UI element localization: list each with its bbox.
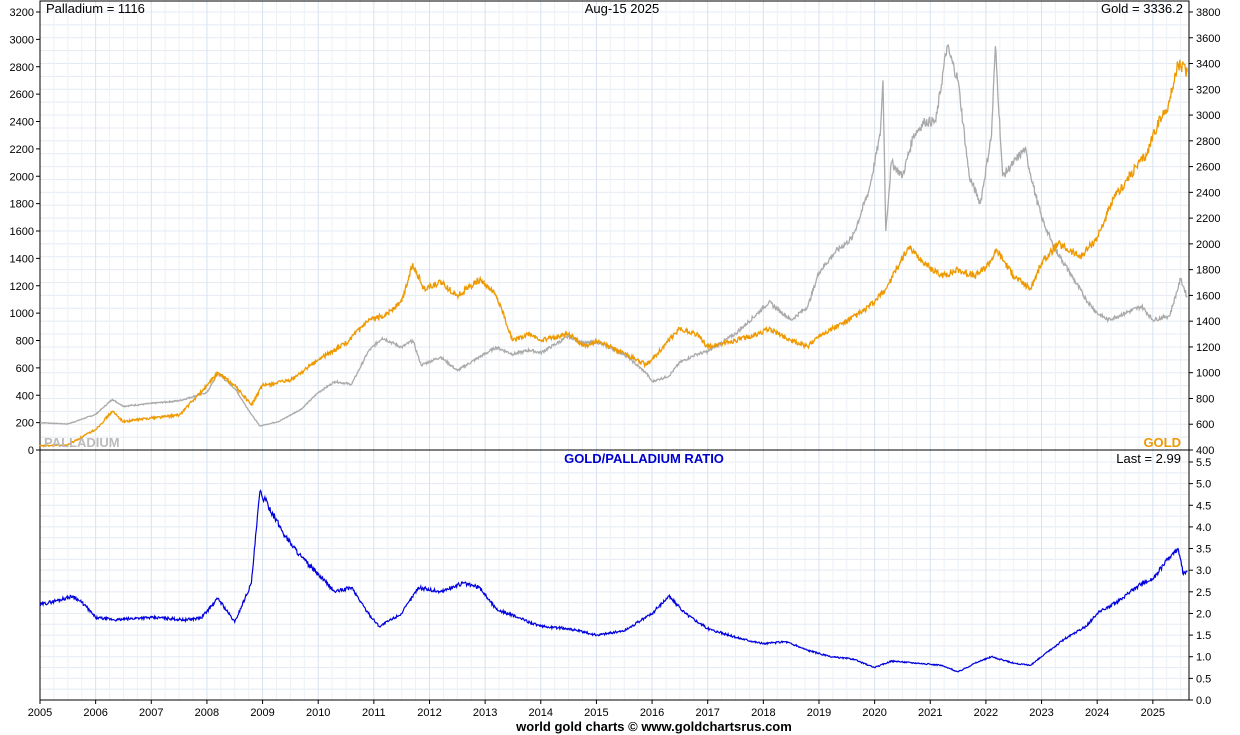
tick-label: 2016 bbox=[640, 707, 664, 719]
series-line-gold bbox=[39, 59, 1188, 448]
bottom-panel-grid bbox=[39, 450, 1189, 701]
tick-label: 5.0 bbox=[1196, 479, 1211, 491]
gold-axis: 400 600 800 1000 1200 1400 1600 1800 2000 2200 240… bbox=[1189, 7, 1220, 457]
tick-label: 2.5 bbox=[1196, 587, 1211, 599]
tick-label: 2200 bbox=[10, 144, 34, 156]
tick-label: 2021 bbox=[918, 707, 942, 719]
tick-label: 4.5 bbox=[1196, 500, 1211, 512]
tick-label: 2011 bbox=[362, 707, 386, 719]
tick-label: 3800 bbox=[1196, 7, 1220, 19]
tick-label: 3400 bbox=[1196, 59, 1220, 71]
tick-label: 2006 bbox=[83, 707, 107, 719]
tick-label: 600 bbox=[16, 363, 34, 375]
tick-label: 400 bbox=[1196, 445, 1214, 457]
tick-label: 1800 bbox=[1196, 265, 1220, 277]
tick-label: 2000 bbox=[10, 171, 34, 183]
tick-label: 2023 bbox=[1029, 707, 1053, 719]
tick-label: 2019 bbox=[807, 707, 831, 719]
tick-label: 2024 bbox=[1085, 707, 1109, 719]
tick-label: 3.0 bbox=[1196, 565, 1211, 577]
ratio-chart-title: GOLD/PALLADIUM RATIO bbox=[564, 451, 724, 466]
footer-credit: world gold charts © www.goldchartsrus.co… bbox=[515, 719, 792, 734]
series-line-ratio bbox=[39, 489, 1188, 673]
year-axis: 2005 2006 2007 2008 2009 2010 2011 2012 2013 2014… bbox=[28, 700, 1165, 719]
chart-date: Aug-15 2025 bbox=[585, 1, 659, 16]
bottom-panel-frame bbox=[39, 449, 1190, 701]
tick-label: 3000 bbox=[1196, 110, 1220, 122]
tick-label: 2600 bbox=[10, 89, 34, 101]
tick-label: 2600 bbox=[1196, 162, 1220, 174]
tick-label: 5.5 bbox=[1196, 457, 1211, 469]
tick-label: 3.5 bbox=[1196, 544, 1211, 556]
tick-label: 2400 bbox=[10, 117, 34, 129]
tick-label: 800 bbox=[16, 336, 34, 348]
tick-label: 1400 bbox=[1196, 316, 1220, 328]
tick-label: 2008 bbox=[195, 707, 219, 719]
tick-label: 400 bbox=[16, 390, 34, 402]
tick-label: 3200 bbox=[1196, 84, 1220, 96]
tick-label: 2020 bbox=[862, 707, 886, 719]
tick-label: 1000 bbox=[10, 308, 34, 320]
tick-label: 200 bbox=[16, 418, 34, 430]
tick-label: 2012 bbox=[417, 707, 441, 719]
gold-price-label: Gold = 3336.2 bbox=[1101, 1, 1183, 16]
tick-label: 2018 bbox=[751, 707, 775, 719]
bottom-panel-series bbox=[39, 489, 1188, 673]
tick-label: 600 bbox=[1196, 419, 1214, 431]
tick-label: 2010 bbox=[306, 707, 330, 719]
tick-label: 1600 bbox=[1196, 290, 1220, 302]
tick-label: 2017 bbox=[695, 707, 719, 719]
tick-label: 1.0 bbox=[1196, 652, 1211, 664]
tick-label: 2015 bbox=[584, 707, 608, 719]
ratio-axis: 0.0 0.5 1.0 1.5 2.0 2.5 3.0 3.5 4.0 4.5 5.0 5.5 bbox=[1189, 457, 1211, 707]
tick-label: 4.0 bbox=[1196, 522, 1211, 534]
tick-label: 2007 bbox=[139, 707, 163, 719]
tick-label: 800 bbox=[1196, 393, 1214, 405]
tick-label: 2200 bbox=[1196, 213, 1220, 225]
tick-label: 1.5 bbox=[1196, 630, 1211, 642]
tick-label: 2.0 bbox=[1196, 608, 1211, 620]
tick-label: 2800 bbox=[1196, 136, 1220, 148]
tick-label: 0 bbox=[28, 445, 34, 457]
tick-label: 2025 bbox=[1141, 707, 1165, 719]
tick-label: 2014 bbox=[529, 707, 553, 719]
palladium-axis: 0 200 400 600 800 1000 1200 1400 1600 1800 2000 220… bbox=[10, 7, 40, 457]
tick-label: 1400 bbox=[10, 253, 34, 265]
tick-label: 3200 bbox=[10, 7, 34, 19]
tick-label: 0.0 bbox=[1196, 695, 1211, 707]
ratio-last-label: Last = 2.99 bbox=[1116, 451, 1181, 466]
gold-series-label: GOLD bbox=[1143, 435, 1181, 450]
tick-label: 0.5 bbox=[1196, 673, 1211, 685]
tick-label: 1200 bbox=[10, 281, 34, 293]
palladium-series-label: PALLADIUM bbox=[44, 435, 120, 450]
tick-label: 2000 bbox=[1196, 239, 1220, 251]
tick-label: 1200 bbox=[1196, 342, 1220, 354]
tick-label: 2005 bbox=[28, 707, 52, 719]
tick-label: 2013 bbox=[473, 707, 497, 719]
palladium-price-label: Palladium = 1116 bbox=[46, 1, 145, 16]
tick-label: 1600 bbox=[10, 226, 34, 238]
tick-label: 2400 bbox=[1196, 187, 1220, 199]
tick-label: 3000 bbox=[10, 34, 34, 46]
tick-label: 3600 bbox=[1196, 33, 1220, 45]
top-panel-series bbox=[39, 44, 1188, 448]
tick-label: 1800 bbox=[10, 199, 34, 211]
tick-label: 2800 bbox=[10, 62, 34, 74]
tick-label: 1000 bbox=[1196, 368, 1220, 380]
tick-label: 2009 bbox=[250, 707, 274, 719]
tick-label: 2022 bbox=[974, 707, 998, 719]
